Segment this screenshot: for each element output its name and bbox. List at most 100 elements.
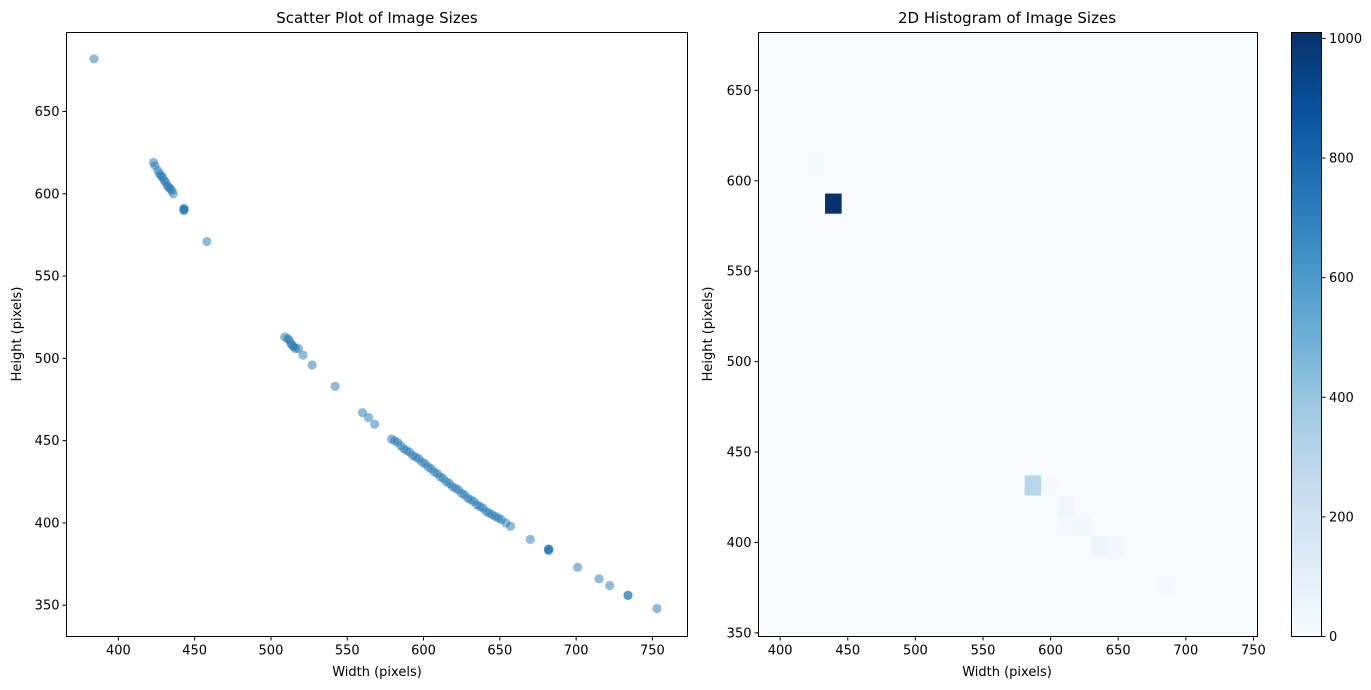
x-tick-label: 400 (768, 644, 793, 659)
y-tick-label: 600 (35, 187, 60, 202)
x-tick: 450 (182, 636, 207, 659)
histogram-cell (924, 334, 942, 355)
y-tick: 500 (35, 352, 67, 367)
x-tick: 700 (1173, 636, 1198, 659)
y-tick: 450 (727, 446, 759, 461)
colorbar-tick-label: 600 (1329, 271, 1354, 286)
histogram-cell (1024, 455, 1042, 476)
scatter-plot: Scatter Plot of Image Sizes 400 450 500 550… (10, 9, 688, 680)
colorbar-tick-label: 1000 (1329, 32, 1362, 47)
histogram-axes-frame (758, 32, 1258, 637)
colorbar: 0 200 400 600 800 1000 (1291, 32, 1362, 645)
y-tick: 400 (35, 516, 67, 531)
y-tick-label: 650 (35, 105, 60, 120)
scatter-point (652, 603, 662, 614)
colorbar-tick: 800 (1321, 152, 1354, 167)
colorbar-tick-label: 800 (1329, 152, 1354, 167)
histogram-cell (1024, 475, 1042, 496)
x-tick: 600 (411, 636, 436, 659)
y-tick: 400 (727, 536, 759, 551)
colorbar-tick: 400 (1321, 391, 1354, 406)
scatter-point (594, 574, 604, 584)
y-tick: 450 (35, 434, 67, 449)
scatter-y-ticks: 350 400 450 500 550 600 650 (35, 105, 67, 614)
colorbar-tick: 1000 (1321, 32, 1362, 47)
colorbar-frame (1291, 32, 1322, 637)
histogram-cell (825, 193, 842, 214)
scatter-point (605, 580, 615, 591)
y-tick-label: 600 (727, 174, 752, 189)
y-tick: 350 (35, 599, 67, 614)
scatter-point (168, 189, 178, 199)
x-tick-label: 650 (487, 644, 512, 659)
scatter-point (573, 562, 583, 572)
colorbar-tick: 0 (1321, 630, 1337, 645)
scatter-x-ticks: 400 450 500 550 600 650 700 750 (106, 636, 665, 659)
histogram-cell (1107, 535, 1125, 556)
scatter-point (298, 350, 308, 360)
scatter-point (370, 419, 380, 429)
x-tick-label: 450 (835, 644, 860, 659)
scatter-point (357, 408, 368, 418)
histogram-cell (1157, 576, 1175, 597)
x-tick-label: 750 (640, 644, 665, 659)
x-tick-label: 750 (1241, 644, 1266, 659)
x-tick: 550 (335, 636, 360, 659)
x-tick: 650 (1106, 636, 1131, 659)
y-tick: 500 (727, 355, 759, 370)
histogram-y-ticks: 350 400 450 500 550 600 650 (727, 84, 759, 641)
histogram-cell (1057, 495, 1075, 516)
x-tick-label: 600 (411, 644, 436, 659)
y-tick-label: 450 (35, 434, 60, 449)
histogram-cell (808, 153, 826, 174)
colorbar-tick: 200 (1321, 510, 1354, 525)
histogram-x-ticks: 400 450 500 550 600 650 700 750 (768, 636, 1266, 659)
histogram-cell (1057, 515, 1075, 536)
scatter-point (330, 381, 340, 391)
x-tick-label: 500 (259, 644, 284, 659)
x-tick-label: 450 (182, 644, 207, 659)
x-tick: 600 (1038, 636, 1063, 659)
x-tick: 450 (835, 636, 860, 659)
y-tick-label: 350 (35, 599, 60, 614)
colorbar-tick: 600 (1321, 271, 1354, 286)
y-tick: 350 (727, 626, 759, 641)
x-tick-label: 700 (564, 644, 589, 659)
x-tick: 750 (1241, 636, 1266, 659)
histogram-x-label: Width (pixels) (962, 665, 1052, 680)
scatter-points (89, 54, 662, 614)
colorbar-ticks: 0 200 400 600 800 1000 (1321, 32, 1362, 645)
scatter-point (307, 360, 317, 370)
x-tick: 400 (768, 636, 793, 659)
x-tick-label: 400 (106, 644, 131, 659)
y-tick: 650 (727, 84, 759, 99)
x-tick: 650 (487, 636, 512, 659)
scatter-point (505, 521, 516, 531)
histogram-cell (1041, 475, 1058, 496)
x-tick-label: 650 (1106, 644, 1131, 659)
histogram-y-label: Height (pixels) (701, 287, 716, 382)
scatter-point (179, 205, 189, 215)
colorbar-tick-label: 0 (1329, 630, 1337, 645)
y-tick-label: 400 (35, 516, 60, 531)
x-tick-label: 700 (1173, 644, 1198, 659)
scatter-y-label: Height (pixels) (10, 287, 25, 382)
y-tick: 600 (35, 187, 67, 202)
x-tick-label: 500 (903, 644, 928, 659)
y-tick: 600 (727, 174, 759, 189)
scatter-x-label: Width (pixels) (332, 665, 422, 680)
x-tick-label: 600 (1038, 644, 1063, 659)
x-tick: 500 (903, 636, 928, 659)
colorbar-gradient (1291, 32, 1321, 636)
y-tick-label: 550 (727, 265, 752, 280)
x-tick: 400 (106, 636, 131, 659)
x-tick: 550 (971, 636, 995, 659)
y-tick-label: 400 (727, 536, 752, 551)
scatter-point (623, 590, 633, 600)
y-tick: 550 (727, 265, 759, 280)
histogram-cells (808, 153, 1175, 597)
y-tick-label: 650 (727, 84, 752, 99)
x-tick: 700 (564, 636, 589, 659)
scatter-point (544, 546, 554, 556)
